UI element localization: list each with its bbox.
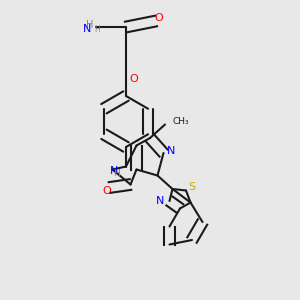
Text: H: H — [86, 20, 94, 31]
Text: S: S — [188, 182, 196, 193]
Text: O: O — [129, 74, 138, 85]
Text: CH₃: CH₃ — [172, 117, 189, 126]
Text: O: O — [154, 13, 164, 23]
Text: N: N — [83, 23, 91, 34]
Text: H: H — [114, 169, 120, 178]
Text: O: O — [102, 185, 111, 196]
Text: H: H — [94, 26, 100, 34]
Text: N: N — [156, 196, 165, 206]
Text: N: N — [110, 166, 118, 176]
Text: N: N — [167, 146, 175, 157]
